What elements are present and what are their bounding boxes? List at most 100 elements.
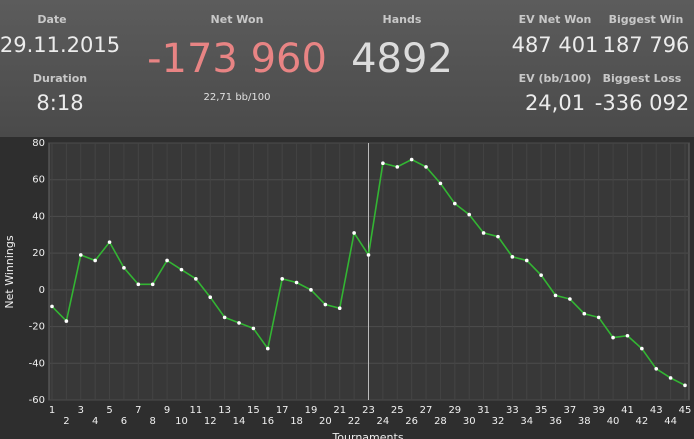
point: [251, 326, 256, 331]
stats-panel: [0, 0, 694, 137]
value: 4892: [351, 36, 453, 82]
value: 29.11.2015: [0, 33, 120, 57]
x-tick-label: 31: [477, 405, 490, 416]
point: [438, 181, 443, 186]
x-tick-label: 41: [621, 405, 634, 416]
x-tick-label: 22: [348, 416, 361, 427]
point: [165, 258, 169, 263]
point: [208, 295, 213, 300]
point: [453, 201, 457, 206]
x-tick-label: 38: [578, 416, 591, 427]
point: [481, 231, 486, 235]
point: [381, 161, 385, 165]
x-tick-label: 11: [189, 405, 202, 416]
y-tick-label: 60: [32, 175, 45, 186]
value: -173 960: [147, 36, 327, 82]
point: [309, 288, 313, 292]
x-tick-label: 45: [679, 405, 692, 416]
y-tick-label: 0: [39, 285, 45, 296]
value: 8:18: [36, 91, 83, 115]
point: [409, 157, 414, 162]
point: [510, 255, 515, 259]
point: [237, 321, 241, 325]
x-tick-label: 24: [377, 416, 390, 427]
point: [122, 266, 126, 270]
point: [553, 293, 558, 298]
x-tick-label: 32: [492, 416, 505, 427]
point: [496, 234, 500, 239]
point: [78, 253, 83, 257]
x-tick-label: 33: [506, 405, 519, 416]
point: [683, 383, 687, 388]
point: [294, 280, 299, 285]
value: -336 092: [595, 91, 689, 115]
point: [136, 282, 141, 287]
point: [150, 282, 155, 287]
x-tick-label: 9: [164, 405, 170, 416]
point: [611, 335, 615, 340]
point: [366, 253, 371, 257]
x-tick-label: 25: [391, 405, 404, 416]
x-tick-label: 29: [448, 405, 461, 416]
point: [323, 302, 328, 307]
x-tick-label: 6: [121, 416, 127, 427]
point: [352, 231, 356, 235]
x-tick-label: 15: [247, 405, 260, 416]
point: [596, 315, 601, 320]
point: [93, 258, 97, 263]
point: [265, 346, 270, 351]
point: [194, 277, 198, 281]
x-tick-label: 12: [204, 416, 217, 427]
x-tick-label: 2: [63, 416, 69, 427]
label: Hands: [383, 13, 422, 26]
x-tick-label: 3: [78, 405, 84, 416]
point: [107, 240, 112, 244]
x-tick-label: 44: [664, 416, 677, 427]
point: [467, 212, 472, 217]
point: [395, 165, 400, 169]
point: [668, 376, 673, 380]
point: [625, 333, 630, 338]
point: [539, 273, 543, 277]
point: [222, 315, 227, 320]
point: [568, 297, 572, 301]
point: [582, 311, 587, 316]
x-tick-label: 42: [635, 416, 648, 427]
x-tick-label: 7: [135, 405, 141, 416]
point: [524, 258, 529, 263]
x-tick-label: 27: [420, 405, 433, 416]
value: 24,01: [525, 91, 585, 115]
x-tick-label: 34: [520, 416, 533, 427]
label: Biggest Loss: [603, 72, 682, 85]
y-tick-label: -60: [29, 395, 45, 406]
x-tick-label: 43: [650, 405, 663, 416]
label: Biggest Win: [609, 13, 684, 26]
label: Net Won: [211, 13, 264, 26]
x-tick-label: 28: [434, 416, 447, 427]
x-tick-label: 40: [607, 416, 620, 427]
x-tick-label: 37: [564, 405, 577, 416]
x-tick-label: 19: [305, 405, 318, 416]
x-tick-label: 18: [290, 416, 303, 427]
label: EV Net Won: [519, 13, 592, 26]
y-tick-label: 20: [32, 248, 45, 259]
y-tick-label: -40: [29, 358, 45, 369]
x-tick-label: 5: [106, 405, 112, 416]
x-tick-label: 23: [362, 405, 375, 416]
x-tick-label: 16: [261, 416, 274, 427]
point: [640, 346, 644, 351]
label: Duration: [33, 72, 87, 85]
x-tick-label: 21: [333, 405, 346, 416]
y-tick-label: 80: [32, 138, 45, 149]
x-tick-label: 1: [49, 405, 55, 416]
x-tick-label: 8: [150, 416, 156, 427]
y-tick-label: 40: [32, 211, 45, 222]
point: [654, 366, 659, 371]
value: 22,71 bb/100: [204, 92, 271, 103]
point: [50, 304, 54, 309]
label: Date: [37, 13, 66, 26]
point: [179, 267, 184, 272]
value: 487 401: [512, 33, 599, 57]
point: [280, 277, 284, 281]
x-tick-label: 13: [218, 405, 231, 416]
